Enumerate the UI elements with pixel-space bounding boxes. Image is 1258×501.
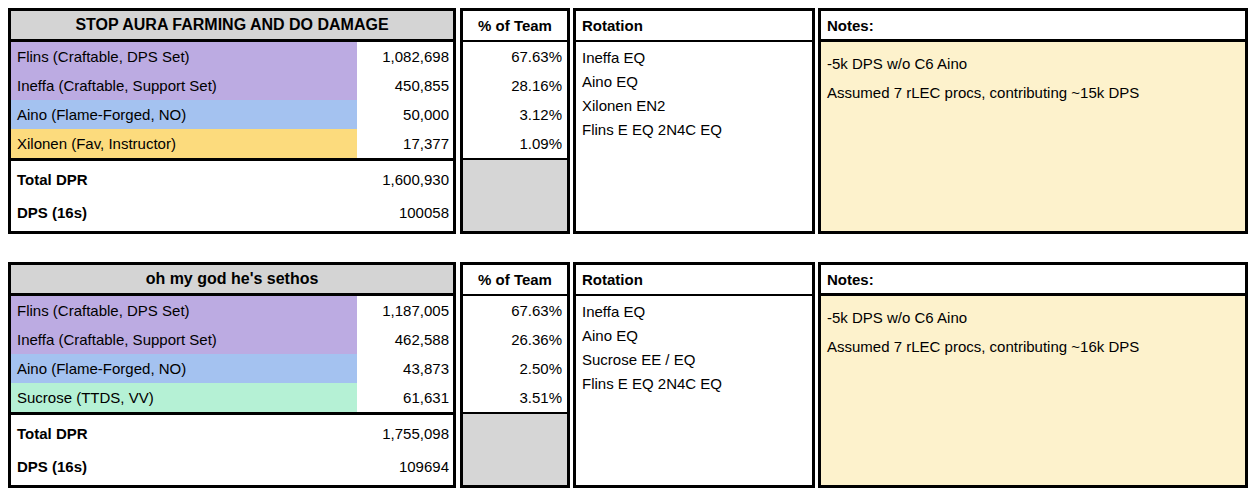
damage-value-cell[interactable]: 450,855 xyxy=(357,77,453,94)
total-dpr-label[interactable]: Total DPR xyxy=(11,425,357,442)
rotation-step: Sucrose EE / EQ xyxy=(582,348,812,372)
pct-cell[interactable]: 28.16% xyxy=(463,71,567,100)
notes-column-2: Notes: -5k DPS w/o C6 Aino Assumed 7 rLE… xyxy=(818,262,1248,488)
dps-row: DPS (16s) 109694 xyxy=(11,452,453,482)
rotation-step: Aino EQ xyxy=(582,70,812,94)
damage-value-cell[interactable]: 43,873 xyxy=(357,360,453,377)
rotation-step: Flins E EQ 2N4C EQ xyxy=(582,118,812,142)
table-row: Sucrose (TTDS, VV) 61,631 xyxy=(11,383,453,412)
damage-value-cell[interactable]: 50,000 xyxy=(357,106,453,123)
percent-of-team-column-1: % of Team 67.63% 28.16% 3.12% 1.09% xyxy=(460,8,570,234)
percent-of-team-column-2: % of Team 67.63% 26.36% 2.50% 3.51% xyxy=(460,262,570,488)
note-line: -5k DPS w/o C6 Aino xyxy=(827,303,1245,332)
character-label-cell[interactable]: Ineffa (Craftable, Support Set) xyxy=(11,71,357,100)
empty-gray-cell[interactable] xyxy=(463,158,567,231)
pct-header[interactable]: % of Team xyxy=(463,11,567,42)
table-title[interactable]: oh my god he's sethos xyxy=(11,265,453,296)
spreadsheet-page: STOP AURA FARMING AND DO DAMAGE Flins (C… xyxy=(0,0,1258,501)
rotation-step: Xilonen EN2 xyxy=(582,94,812,118)
rotation-header[interactable]: Rotation xyxy=(576,265,812,296)
pct-cell[interactable]: 3.12% xyxy=(463,100,567,129)
pct-cell[interactable]: 1.09% xyxy=(463,129,567,158)
table-title[interactable]: STOP AURA FARMING AND DO DAMAGE xyxy=(11,11,453,42)
character-label-cell[interactable]: Ineffa (Craftable, Support Set) xyxy=(11,325,357,354)
rotation-cell[interactable]: Ineffa EQ Aino EQ Sucrose EE / EQ Flins … xyxy=(576,296,812,485)
dps-label[interactable]: DPS (16s) xyxy=(11,458,357,475)
notes-header[interactable]: Notes: xyxy=(821,265,1245,296)
rotation-cell[interactable]: Ineffa EQ Aino EQ Xilonen EN2 Flins E EQ… xyxy=(576,42,812,231)
damage-value-cell[interactable]: 61,631 xyxy=(357,389,453,406)
damage-value-cell[interactable]: 1,082,698 xyxy=(357,48,453,65)
total-dpr-value[interactable]: 1,755,098 xyxy=(357,425,453,442)
total-dpr-label[interactable]: Total DPR xyxy=(11,171,357,188)
totals-section: Total DPR 1,600,930 DPS (16s) 100058 xyxy=(11,158,453,231)
dps-table-block-1: STOP AURA FARMING AND DO DAMAGE Flins (C… xyxy=(8,8,1248,234)
total-dpr-row: Total DPR 1,600,930 xyxy=(11,165,453,195)
damage-value-cell[interactable]: 462,588 xyxy=(357,331,453,348)
damage-value-cell[interactable]: 17,377 xyxy=(357,135,453,152)
note-line: Assumed 7 rLEC procs, contributing ~16k … xyxy=(827,332,1245,361)
rotation-column-2: Rotation Ineffa EQ Aino EQ Sucrose EE / … xyxy=(573,262,815,488)
rotation-column-1: Rotation Ineffa EQ Aino EQ Xilonen EN2 F… xyxy=(573,8,815,234)
totals-section: Total DPR 1,755,098 DPS (16s) 109694 xyxy=(11,412,453,485)
rotation-header[interactable]: Rotation xyxy=(576,11,812,42)
damage-value-cell[interactable]: 1,187,005 xyxy=(357,302,453,319)
team-damage-table-2: oh my god he's sethos Flins (Craftable, … xyxy=(8,262,456,488)
rotation-step: Flins E EQ 2N4C EQ xyxy=(582,372,812,396)
rotation-step: Ineffa EQ xyxy=(582,46,812,70)
notes-cell[interactable]: -5k DPS w/o C6 Aino Assumed 7 rLEC procs… xyxy=(821,42,1245,231)
table-row: Flins (Craftable, DPS Set) 1,082,698 xyxy=(11,42,453,71)
pct-cell[interactable]: 26.36% xyxy=(463,325,567,354)
table-row: Ineffa (Craftable, Support Set) 462,588 xyxy=(11,325,453,354)
rotation-step: Ineffa EQ xyxy=(582,300,812,324)
pct-cell[interactable]: 67.63% xyxy=(463,296,567,325)
table-row: Ineffa (Craftable, Support Set) 450,855 xyxy=(11,71,453,100)
note-line: Assumed 7 rLEC procs, contributing ~15k … xyxy=(827,78,1245,107)
notes-cell[interactable]: -5k DPS w/o C6 Aino Assumed 7 rLEC procs… xyxy=(821,296,1245,485)
pct-cell[interactable]: 3.51% xyxy=(463,383,567,412)
empty-gray-cell[interactable] xyxy=(463,412,567,485)
dps-table-block-2: oh my god he's sethos Flins (Craftable, … xyxy=(8,262,1248,488)
pct-cell[interactable]: 67.63% xyxy=(463,42,567,71)
note-line: -5k DPS w/o C6 Aino xyxy=(827,49,1245,78)
total-dpr-row: Total DPR 1,755,098 xyxy=(11,419,453,449)
dps-value[interactable]: 109694 xyxy=(357,458,453,475)
table-row: Flins (Craftable, DPS Set) 1,187,005 xyxy=(11,296,453,325)
dps-row: DPS (16s) 100058 xyxy=(11,198,453,228)
notes-header[interactable]: Notes: xyxy=(821,11,1245,42)
table-row: Xilonen (Fav, Instructor) 17,377 xyxy=(11,129,453,158)
character-label-cell[interactable]: Xilonen (Fav, Instructor) xyxy=(11,129,357,158)
total-dpr-value[interactable]: 1,600,930 xyxy=(357,171,453,188)
character-label-cell[interactable]: Aino (Flame-Forged, NO) xyxy=(11,100,357,129)
table-row: Aino (Flame-Forged, NO) 50,000 xyxy=(11,100,453,129)
rotation-step: Aino EQ xyxy=(582,324,812,348)
dps-value[interactable]: 100058 xyxy=(357,204,453,221)
team-damage-table-1: STOP AURA FARMING AND DO DAMAGE Flins (C… xyxy=(8,8,456,234)
table-row: Aino (Flame-Forged, NO) 43,873 xyxy=(11,354,453,383)
pct-header[interactable]: % of Team xyxy=(463,265,567,296)
character-label-cell[interactable]: Flins (Craftable, DPS Set) xyxy=(11,42,357,71)
character-label-cell[interactable]: Sucrose (TTDS, VV) xyxy=(11,383,357,412)
character-label-cell[interactable]: Flins (Craftable, DPS Set) xyxy=(11,296,357,325)
pct-cell[interactable]: 2.50% xyxy=(463,354,567,383)
notes-column-1: Notes: -5k DPS w/o C6 Aino Assumed 7 rLE… xyxy=(818,8,1248,234)
dps-label[interactable]: DPS (16s) xyxy=(11,204,357,221)
character-label-cell[interactable]: Aino (Flame-Forged, NO) xyxy=(11,354,357,383)
